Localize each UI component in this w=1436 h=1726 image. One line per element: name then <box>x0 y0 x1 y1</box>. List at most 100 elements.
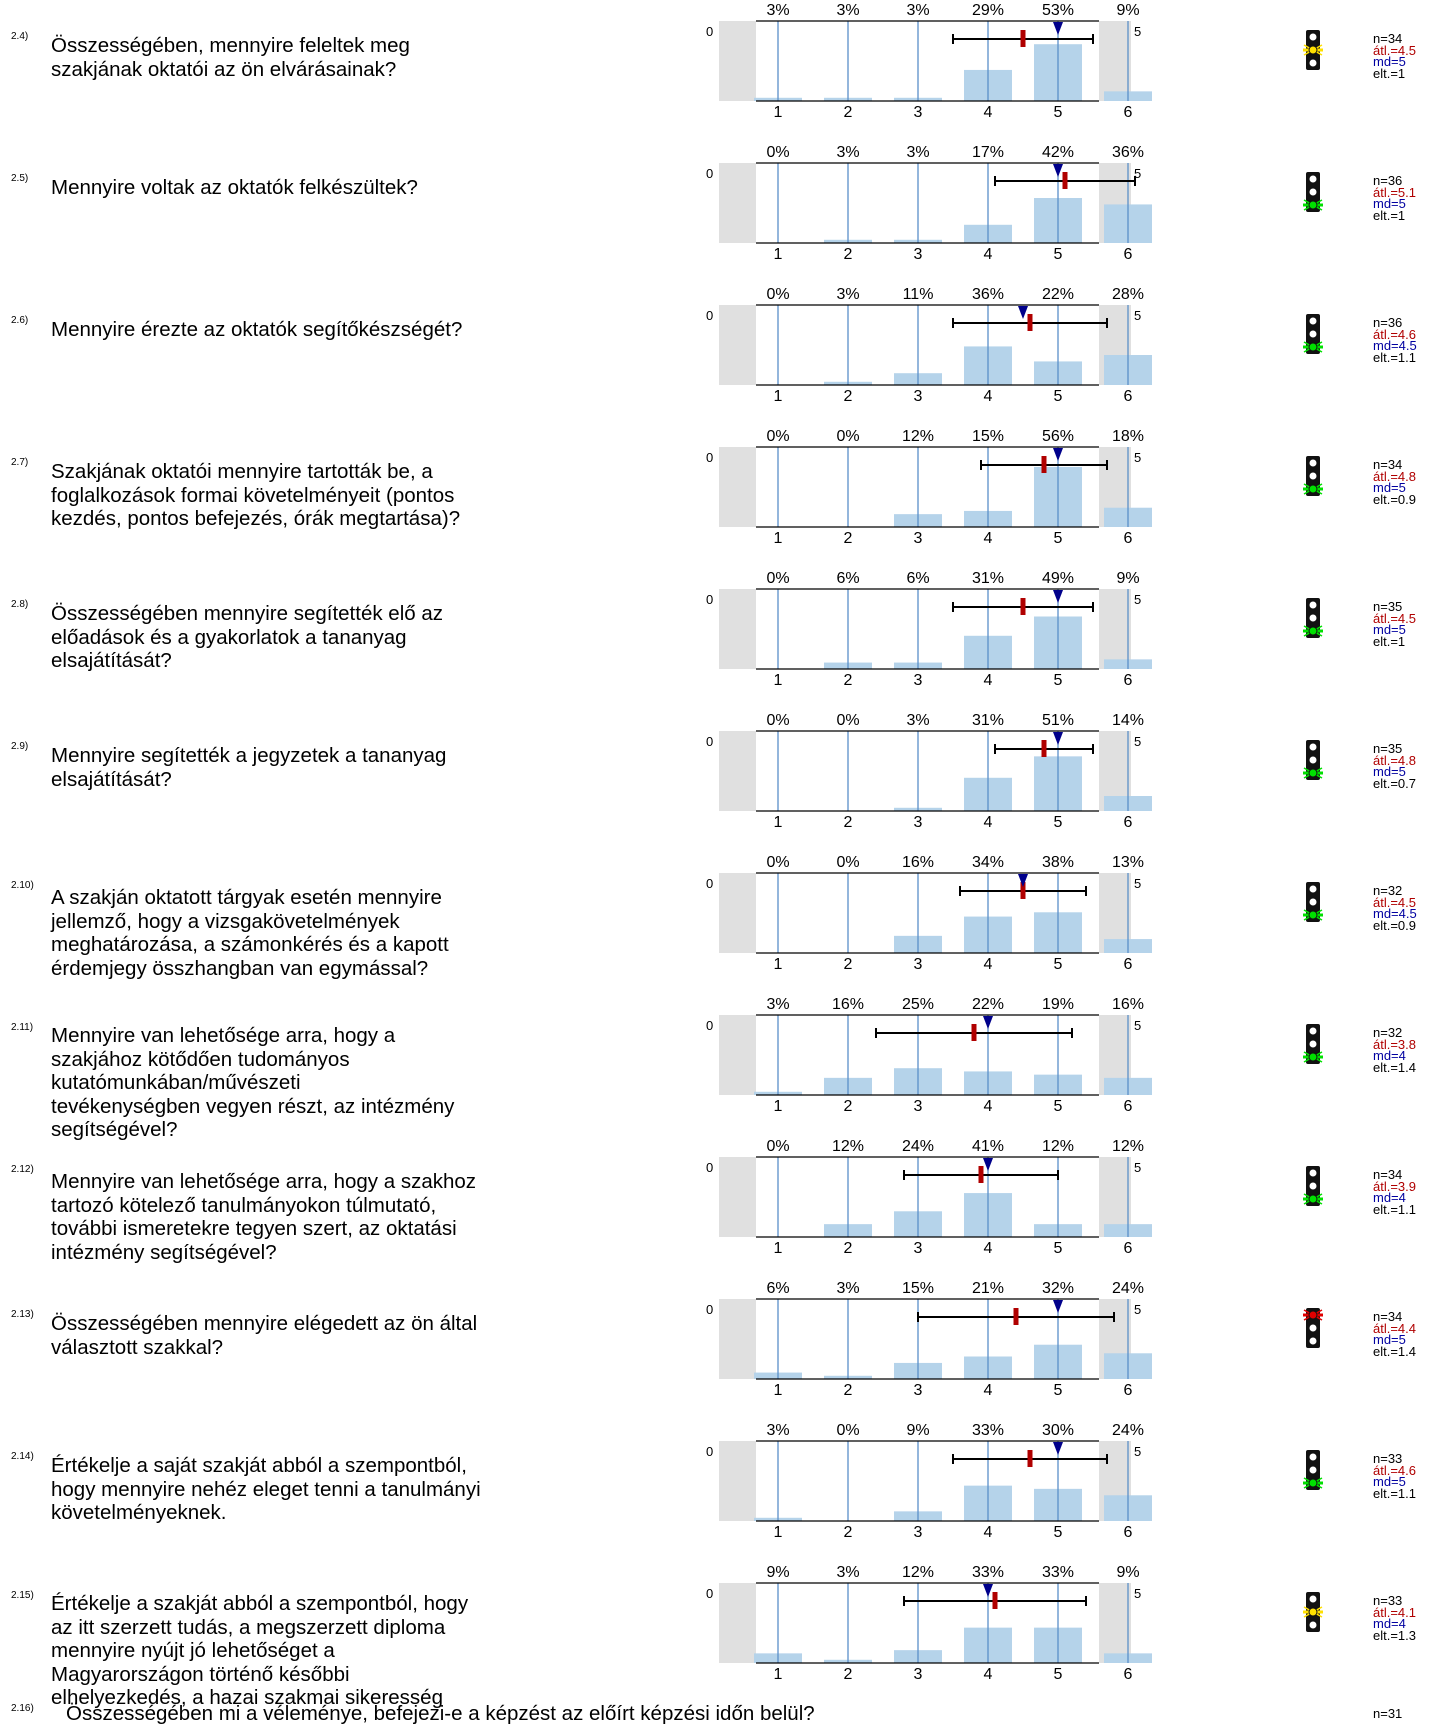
question-row: 2.9) Mennyire segítették a jegyzetek a ta… <box>0 710 1436 852</box>
left-side-panel <box>719 1441 756 1521</box>
question-number: 2.16) <box>11 1703 34 1714</box>
scale-right-label: 5 <box>1134 734 1142 749</box>
median-marker <box>1053 732 1063 745</box>
stat-n: n=34 <box>1373 457 1403 472</box>
question-text: Értékelje a saját szakját abból a szempo… <box>51 1454 481 1524</box>
percent-label: 6% <box>906 570 929 587</box>
percent-label: 25% <box>902 996 934 1013</box>
percent-label: 12% <box>1112 1138 1144 1155</box>
question-number: 2.11) <box>11 1022 34 1033</box>
stat-n: n=36 <box>1373 315 1403 330</box>
distribution-chart: 9% 3% 12% 33% 33% 9% 1 2 3 4 5 6 <box>719 1564 1152 1683</box>
stat-n: n=33 <box>1373 1451 1403 1466</box>
question-text: Összességében mi a véleménye, befejezi-e… <box>66 1702 815 1725</box>
percent-label: 3% <box>836 2 859 19</box>
traffic-light-red <box>1308 174 1318 184</box>
category-tick-label: 3 <box>914 1382 923 1399</box>
category-tick-label: 3 <box>914 104 923 121</box>
stat-median: md=4 <box>1373 1616 1406 1631</box>
category-tick-label: 5 <box>1054 530 1063 547</box>
traffic-light-icon <box>1303 1308 1323 1348</box>
category-tick-label: 1 <box>774 1240 783 1257</box>
question-row: 2.10) A szakján oktatott tárgyak esetén m… <box>0 852 1436 994</box>
question-text: Mennyire érezte az oktatók segítőkészség… <box>51 318 463 341</box>
stat-std-dev: elt.=1.4 <box>1373 1343 1417 1359</box>
question-text: A szakján oktatott tárgyak esetén mennyi… <box>51 886 449 980</box>
percent-label: 3% <box>906 144 929 161</box>
right-side-panel <box>1099 589 1131 669</box>
percent-label: 21% <box>972 1280 1004 1297</box>
category-tick-label: 1 <box>774 1524 783 1541</box>
question-text: Összességében, mennyire feleltek meg sza… <box>51 34 410 81</box>
percent-label: 0% <box>766 854 789 871</box>
mean-marker <box>1013 1308 1019 1325</box>
scale-right-label: 5 <box>1134 1018 1142 1033</box>
traffic-light-red <box>1308 32 1318 42</box>
stat-mean: átl.=4.5 <box>1373 610 1417 626</box>
percent-label: 42% <box>1042 144 1074 161</box>
stat-std-dev: elt.=1 <box>1373 207 1406 223</box>
percent-label: 9% <box>1116 2 1139 19</box>
percent-label: 51% <box>1042 712 1074 729</box>
percent-label: 0% <box>766 286 789 303</box>
traffic-light-red <box>1308 1168 1318 1178</box>
percent-label: 17% <box>972 144 1004 161</box>
distribution-chart: 0% 3% 3% 17% 42% 36% 1 2 3 4 5 6 <box>719 144 1152 263</box>
mean-marker <box>1027 1450 1033 1467</box>
median-marker <box>983 1584 993 1597</box>
percent-label: 0% <box>836 854 859 871</box>
mean-marker <box>1062 172 1068 189</box>
scale-right-label: 5 <box>1134 1302 1142 1317</box>
percent-label: 3% <box>906 2 929 19</box>
percent-label: 22% <box>972 996 1004 1013</box>
percent-label: 12% <box>902 1564 934 1581</box>
traffic-light-red <box>1308 600 1318 610</box>
stat-median: md=5 <box>1373 1474 1406 1489</box>
percent-label: 56% <box>1042 428 1074 445</box>
percent-label: 3% <box>766 2 789 19</box>
stat-median: md=5 <box>1373 1332 1406 1347</box>
percent-label: 24% <box>1112 1422 1144 1439</box>
traffic-light-red <box>1308 458 1318 468</box>
left-side-panel <box>719 447 756 527</box>
traffic-light-icon <box>1303 172 1323 212</box>
distribution-chart: 0% 6% 6% 31% 49% 9% 1 2 3 4 5 6 <box>719 570 1152 689</box>
percent-label: 41% <box>972 1138 1004 1155</box>
stat-std-dev: elt.=1.3 <box>1373 1627 1417 1643</box>
category-tick-label: 2 <box>844 246 853 263</box>
traffic-light-green <box>1308 342 1318 352</box>
traffic-light-icon <box>1303 1166 1323 1206</box>
percent-label: 53% <box>1042 2 1074 19</box>
stat-mean: átl.=4.6 <box>1373 1462 1417 1478</box>
category-tick-label: 1 <box>774 246 783 263</box>
question-text: Mennyire van lehetősége arra, hogy a sza… <box>51 1170 477 1264</box>
stat-mean: átl.=3.8 <box>1373 1036 1417 1052</box>
stats-block: n=34 átl.=3.9 md=4 elt.=1.1 <box>1373 1168 1417 1217</box>
question-row: 2.12) Mennyire van lehetősége arra, hogy … <box>0 1136 1436 1278</box>
percent-label: 34% <box>972 854 1004 871</box>
percent-label: 6% <box>836 570 859 587</box>
stats-block: n=35 átl.=4.5 md=5 elt.=1 <box>1373 600 1417 647</box>
percent-label: 36% <box>972 286 1004 303</box>
scale-right-label: 5 <box>1134 1586 1142 1601</box>
median-marker <box>1053 1442 1063 1455</box>
stat-median: md=4 <box>1373 1048 1406 1063</box>
mean-marker <box>1020 882 1026 899</box>
stat-median: md=5 <box>1373 480 1406 495</box>
question-number: 2.14) <box>11 1451 34 1462</box>
category-tick-label: 3 <box>914 530 923 547</box>
median-marker <box>1018 306 1028 319</box>
distribution-chart: 0% 0% 16% 34% 38% 13% 1 2 3 4 5 6 <box>719 854 1152 973</box>
traffic-light-yellow <box>1308 613 1318 623</box>
category-tick-label: 4 <box>984 104 993 121</box>
percent-label: 30% <box>1042 1422 1074 1439</box>
question-number: 2.7) <box>11 457 29 468</box>
stat-n: n=35 <box>1373 741 1403 756</box>
distribution-chart: 3% 3% 3% 29% 53% 9% 1 2 3 4 5 6 <box>719 2 1152 121</box>
traffic-light-yellow <box>1308 1607 1318 1617</box>
stats-block: n=36 átl.=4.6 md=4.5 elt.=1.1 <box>1373 315 1417 363</box>
traffic-light-red <box>1308 1452 1318 1462</box>
stat-std-dev: elt.=1.1 <box>1373 1201 1417 1217</box>
traffic-light-icon <box>1303 1450 1323 1490</box>
stat-median: md=5 <box>1373 764 1406 779</box>
